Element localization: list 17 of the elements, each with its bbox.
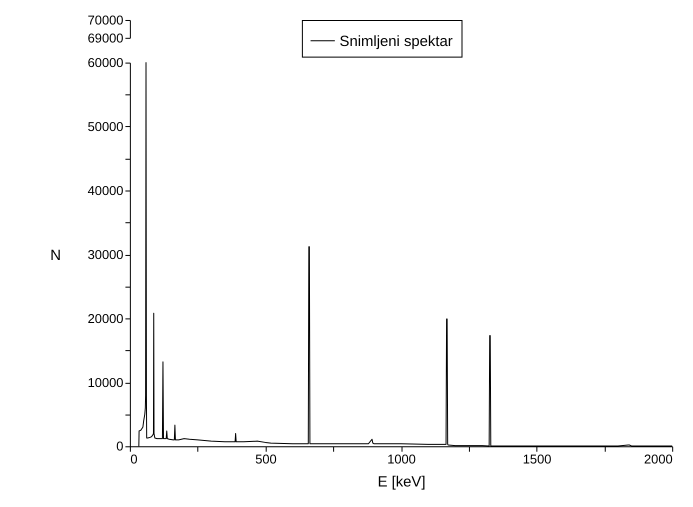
y-tick-label: 60000 — [88, 55, 124, 70]
y-tick-label: 69000 — [88, 30, 124, 46]
legend-label: Snimljeni spektar — [340, 34, 453, 50]
y-tick-label: 30000 — [88, 246, 124, 262]
x-tick-label: 1500 — [522, 452, 552, 467]
y-tick-label: 0 — [116, 438, 124, 454]
x-tick-label: 1000 — [387, 452, 416, 467]
y-axis-title: N — [50, 248, 61, 264]
x-tick-label: 0 — [130, 452, 138, 467]
y-tick-label: 40000 — [88, 182, 124, 198]
y-tick-label: 70000 — [88, 12, 124, 28]
x-axis-title: E [keV] — [378, 474, 426, 490]
y-tick-label: 20000 — [88, 310, 124, 326]
x-tick-label: 500 — [255, 452, 277, 467]
x-tick-label: 2000 — [644, 452, 673, 467]
y-tick-label: 50000 — [88, 119, 124, 134]
y-tick-label: 10000 — [88, 374, 124, 390]
